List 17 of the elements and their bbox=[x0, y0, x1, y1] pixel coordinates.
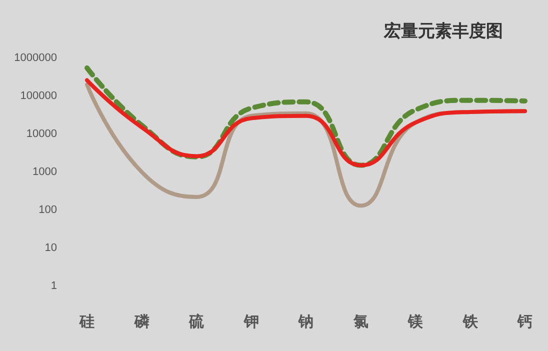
x-tick-label: 镁 bbox=[407, 312, 424, 330]
chart-title: 宏量元素丰度图 bbox=[383, 22, 503, 42]
x-tick-label: 钙 bbox=[516, 312, 532, 330]
y-tick-label: 10 bbox=[44, 242, 57, 254]
x-tick-label: 硫 bbox=[188, 312, 204, 330]
x-tick-label: 硅 bbox=[78, 312, 94, 330]
x-tick-label: 钠 bbox=[298, 312, 314, 330]
y-tick-label: 10000 bbox=[26, 128, 57, 140]
x-tick-label: 铁 bbox=[462, 312, 479, 330]
y-tick-label: 1000000 bbox=[14, 52, 57, 64]
y-tick-label: 1000 bbox=[32, 166, 57, 178]
x-tick-label: 氯 bbox=[352, 312, 368, 330]
y-tick-label: 100000 bbox=[20, 90, 57, 102]
y-tick-label: 1 bbox=[50, 280, 57, 292]
x-tick-label: 磷 bbox=[133, 312, 150, 330]
x-tick-label: 钾 bbox=[242, 312, 259, 330]
y-tick-label: 100 bbox=[38, 204, 57, 216]
